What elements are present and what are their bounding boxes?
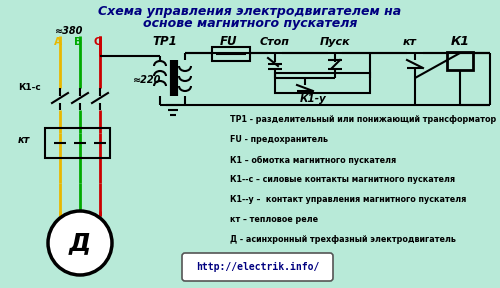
Text: кт: кт xyxy=(403,37,417,47)
Text: Схема управления электродвигателем на: Схема управления электродвигателем на xyxy=(98,5,402,18)
Text: FU: FU xyxy=(219,35,237,48)
Text: A: A xyxy=(54,37,62,47)
Text: Д: Д xyxy=(69,231,91,255)
FancyBboxPatch shape xyxy=(182,253,333,281)
Text: К1--с – силовые контакты магнитного пускателя: К1--с – силовые контакты магнитного пуск… xyxy=(230,175,455,185)
Text: Пуск: Пуск xyxy=(320,37,350,47)
Text: К1--у –  контакт управления магнитного пускателя: К1--у – контакт управления магнитного пу… xyxy=(230,196,466,204)
Text: К1: К1 xyxy=(450,35,469,48)
Text: К1-у: К1-у xyxy=(300,94,327,104)
Text: FU - предохранитель: FU - предохранитель xyxy=(230,135,328,145)
Text: К1-с: К1-с xyxy=(18,84,41,92)
Text: кт – тепловое реле: кт – тепловое реле xyxy=(230,215,318,225)
Text: основе магнитного пускателя: основе магнитного пускателя xyxy=(143,18,357,31)
Text: C: C xyxy=(94,37,102,47)
Text: ТР1: ТР1 xyxy=(152,35,178,48)
Bar xyxy=(275,73,370,93)
Text: B: B xyxy=(74,37,82,47)
Text: ≈380: ≈380 xyxy=(55,26,84,36)
Text: К1 – обмотка магнитного пускателя: К1 – обмотка магнитного пускателя xyxy=(230,156,396,164)
Bar xyxy=(212,47,250,61)
Text: кт: кт xyxy=(18,135,30,145)
Bar xyxy=(45,128,110,158)
Circle shape xyxy=(48,211,112,275)
Text: Стоп: Стоп xyxy=(260,37,290,47)
Text: Д - асинхронный трехфазный электродвигатель: Д - асинхронный трехфазный электродвигат… xyxy=(230,236,456,245)
Text: ≈220: ≈220 xyxy=(133,75,162,85)
Bar xyxy=(447,52,473,70)
Text: http://electrik.info/: http://electrik.info/ xyxy=(196,262,320,272)
Text: ТР1 - разделительный или понижающий трансформатор: ТР1 - разделительный или понижающий тран… xyxy=(230,115,496,124)
